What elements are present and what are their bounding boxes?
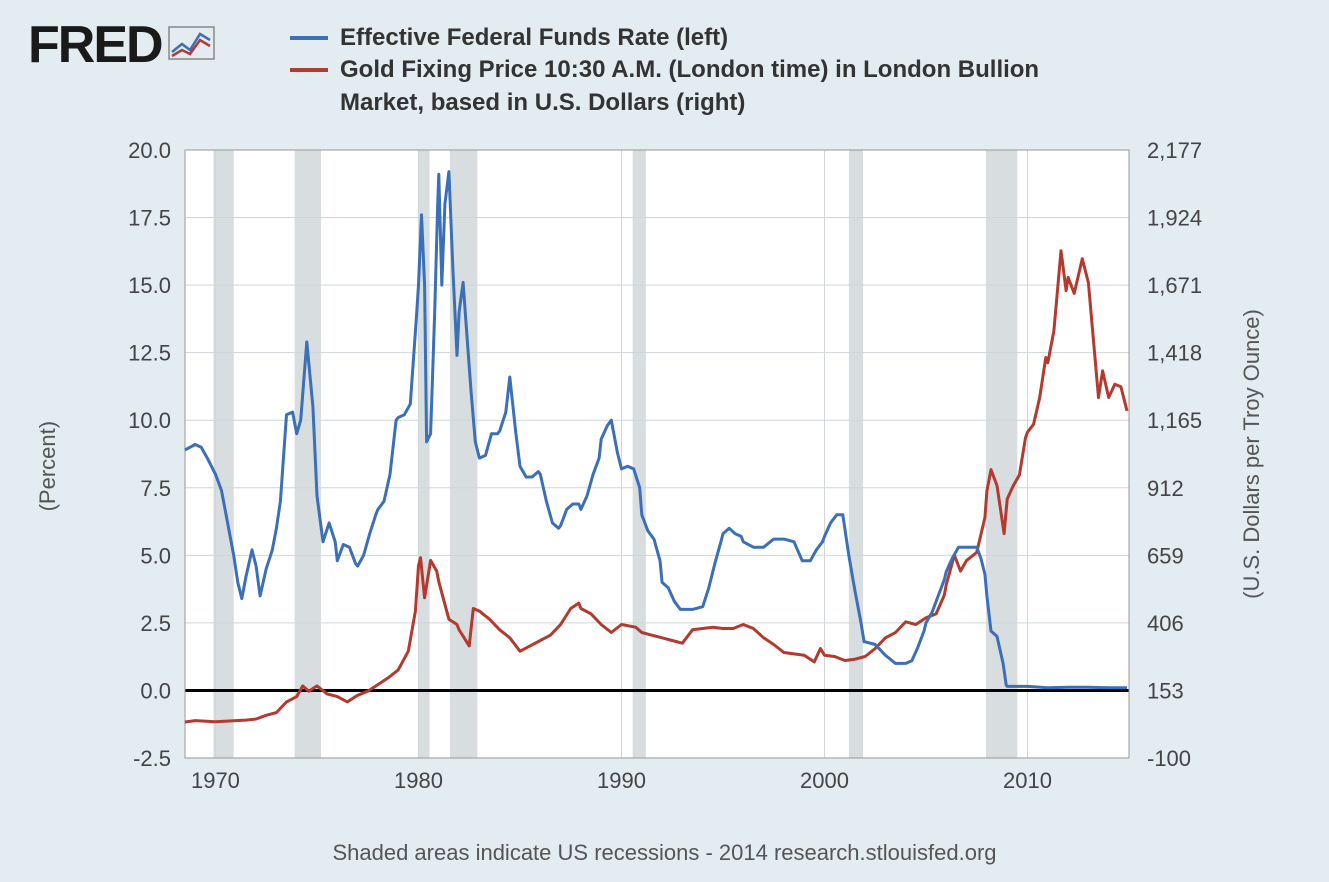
ytick-right: 1,165 bbox=[1147, 408, 1202, 433]
ytick-right: 659 bbox=[1147, 543, 1184, 568]
chart: -2.5 0.0 2.5 5.0 7.5 10.0 12.5 15.0 17.5 20.0 -100… bbox=[0, 0, 1329, 882]
xtick: 2000 bbox=[800, 768, 849, 793]
ytick-right: 2,177 bbox=[1147, 138, 1202, 163]
ytick-right: 1,671 bbox=[1147, 273, 1202, 298]
recession-band bbox=[849, 150, 863, 758]
ytick-right: 153 bbox=[1147, 678, 1184, 703]
recession-band bbox=[295, 150, 321, 758]
ytick-left: -2.5 bbox=[133, 746, 171, 771]
footnote: Shaded areas indicate US recessions - 20… bbox=[0, 840, 1329, 866]
xtick: 1990 bbox=[597, 768, 646, 793]
ytick-right: -100 bbox=[1147, 746, 1191, 771]
ytick-right: 1,418 bbox=[1147, 341, 1202, 366]
ytick-left: 0.0 bbox=[140, 678, 171, 703]
recession-band bbox=[213, 150, 233, 758]
ytick-left: 5.0 bbox=[140, 543, 171, 568]
ytick-right: 406 bbox=[1147, 611, 1184, 636]
ytick-left: 20.0 bbox=[128, 138, 171, 163]
xtick: 1980 bbox=[394, 768, 443, 793]
ytick-left: 10.0 bbox=[128, 408, 171, 433]
recession-band bbox=[986, 150, 1017, 758]
y-left-label: (Percent) bbox=[35, 421, 60, 511]
recession-band bbox=[633, 150, 646, 758]
ytick-left: 15.0 bbox=[128, 273, 171, 298]
xtick: 1970 bbox=[191, 768, 240, 793]
recession-band bbox=[450, 150, 477, 758]
ytick-left: 2.5 bbox=[140, 611, 171, 636]
ytick-left: 12.5 bbox=[128, 341, 171, 366]
ytick-left: 7.5 bbox=[140, 476, 171, 501]
ytick-right: 912 bbox=[1147, 476, 1184, 501]
y-right-label: (U.S. Dollars per Troy Ounce) bbox=[1239, 309, 1264, 599]
ytick-right: 1,924 bbox=[1147, 206, 1202, 231]
ytick-left: 17.5 bbox=[128, 206, 171, 231]
xtick: 2010 bbox=[1003, 768, 1052, 793]
